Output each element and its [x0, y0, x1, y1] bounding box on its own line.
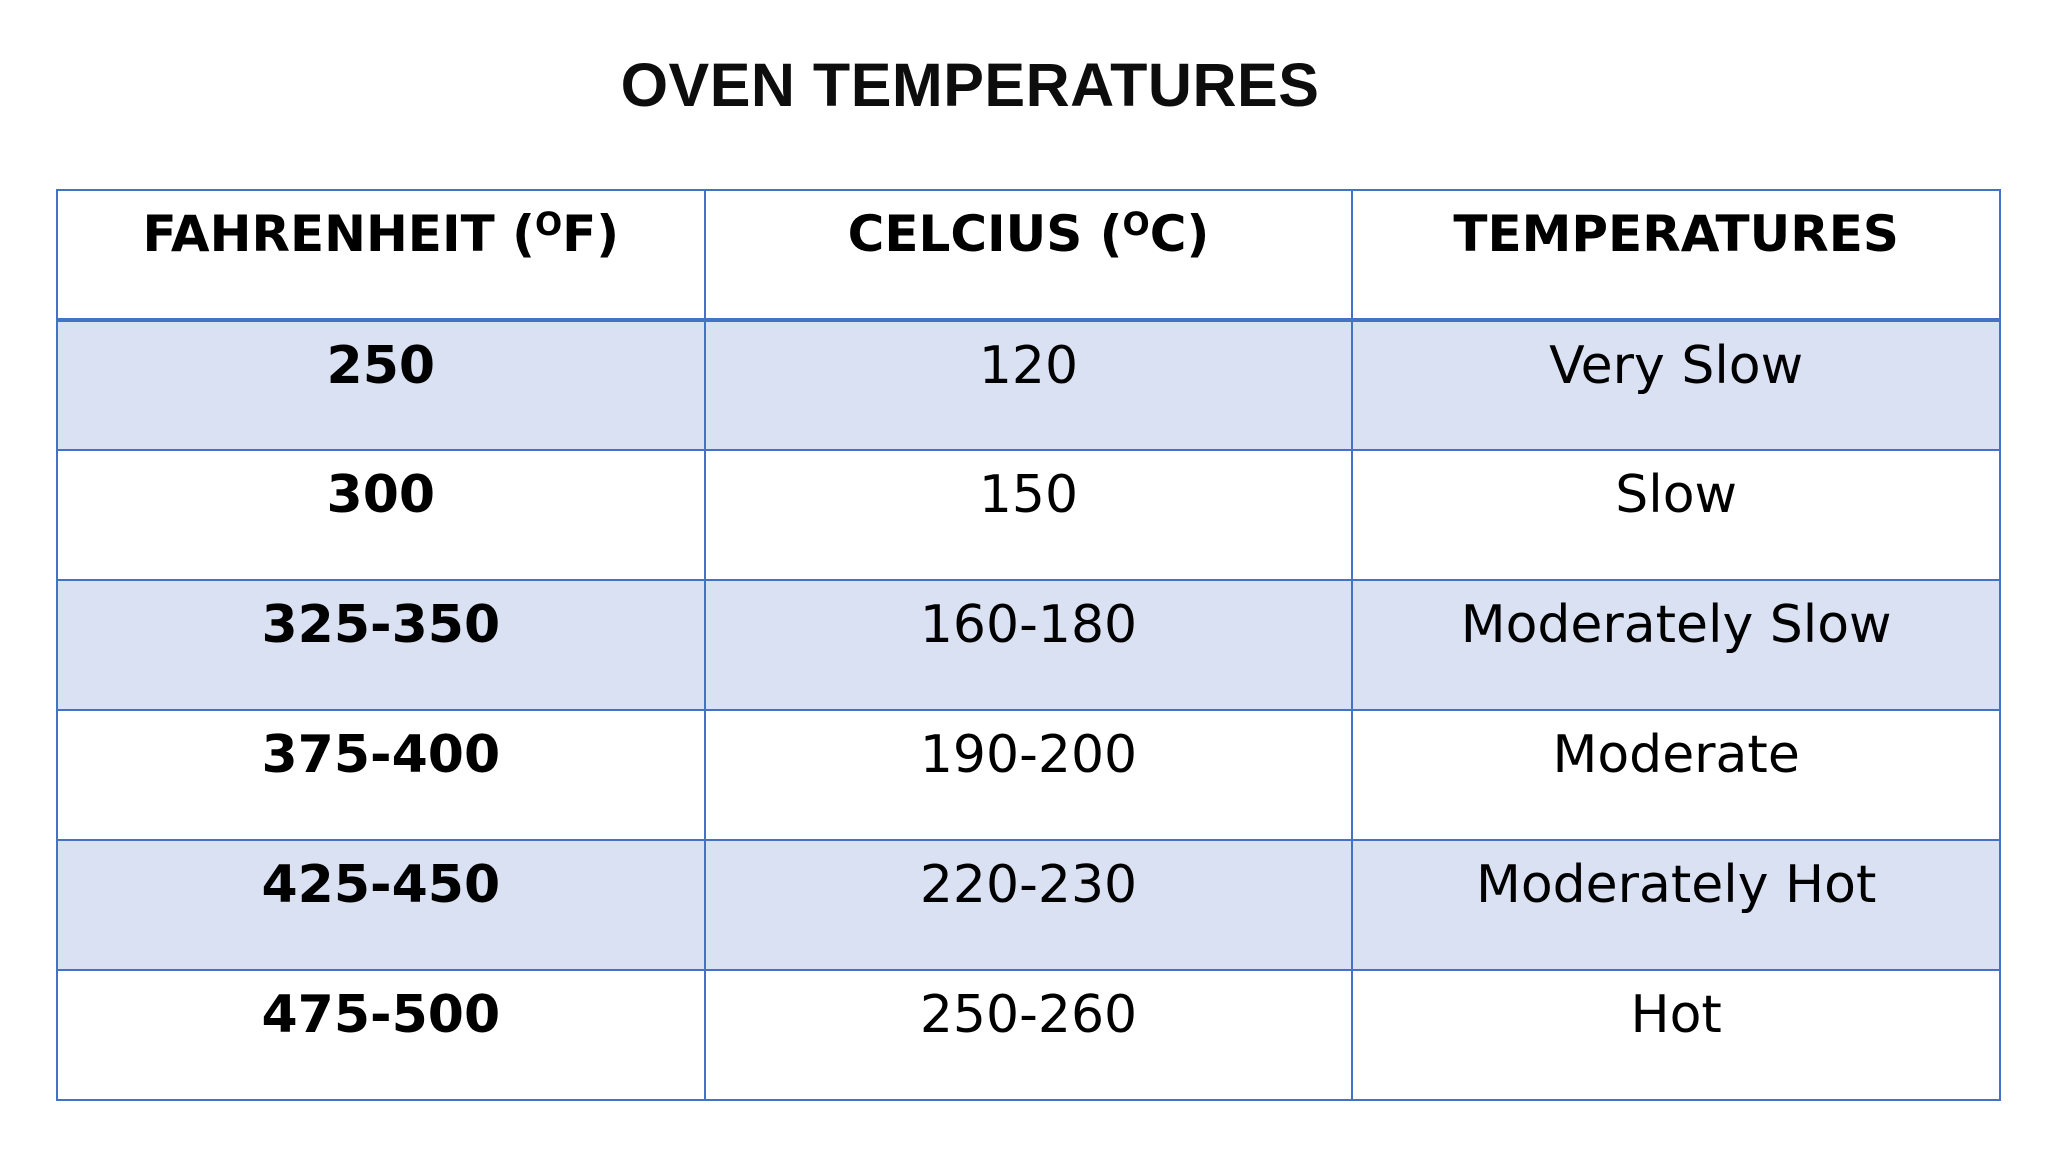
header-fahrenheit: FAHRENHEIT (OF) — [56, 189, 706, 322]
header-fahrenheit-label: FAHRENHEIT ( — [142, 205, 535, 263]
table-row: 425-450 220-230 Moderately Hot — [56, 839, 2001, 971]
degree-superscript: O — [534, 205, 563, 243]
degree-superscript: O — [1122, 205, 1150, 243]
temperature-label-cell: Very Slow — [1351, 319, 2001, 451]
page-title: OVEN TEMPERATURES — [620, 51, 1320, 119]
celsius-cell: 250-260 — [703, 969, 1354, 1101]
fahrenheit-cell: 325-350 — [56, 579, 706, 711]
temperature-label-cell: Moderately Hot — [1351, 839, 2001, 971]
temperature-label-cell: Moderately Slow — [1351, 579, 2001, 711]
header-celsius: CELCIUS (OC) — [703, 189, 1354, 322]
celsius-cell: 190-200 — [703, 709, 1354, 841]
table-row: 300 150 Slow — [56, 449, 2001, 581]
celsius-cell: 220-230 — [703, 839, 1354, 971]
celsius-cell: 160-180 — [703, 579, 1354, 711]
table-row: 250 120 Very Slow — [56, 319, 2001, 451]
temperature-label-cell: Hot — [1351, 969, 2001, 1101]
header-temperatures: TEMPERATURES — [1351, 189, 2001, 322]
fahrenheit-cell: 475-500 — [56, 969, 706, 1101]
fahrenheit-cell: 250 — [56, 319, 706, 451]
oven-temperature-table: FAHRENHEIT (OF) CELCIUS (OC) TEMPERATURE… — [56, 189, 2001, 1101]
table-row: 375-400 190-200 Moderate — [56, 709, 2001, 841]
fahrenheit-cell: 375-400 — [56, 709, 706, 841]
fahrenheit-cell: 425-450 — [56, 839, 706, 971]
celsius-cell: 150 — [703, 449, 1354, 581]
celsius-cell: 120 — [703, 319, 1354, 451]
header-fahrenheit-unit: F) — [562, 205, 620, 263]
temperature-label-cell: Slow — [1351, 449, 2001, 581]
header-celsius-unit: C) — [1149, 205, 1210, 263]
fahrenheit-cell: 300 — [56, 449, 706, 581]
header-celsius-label: CELCIUS ( — [847, 205, 1123, 263]
table-row: 325-350 160-180 Moderately Slow — [56, 579, 2001, 711]
table-header-row: FAHRENHEIT (OF) CELCIUS (OC) TEMPERATURE… — [56, 189, 2001, 322]
header-temperatures-label: TEMPERATURES — [1453, 205, 1899, 263]
table-row: 475-500 250-260 Hot — [56, 969, 2001, 1101]
temperature-label-cell: Moderate — [1351, 709, 2001, 841]
